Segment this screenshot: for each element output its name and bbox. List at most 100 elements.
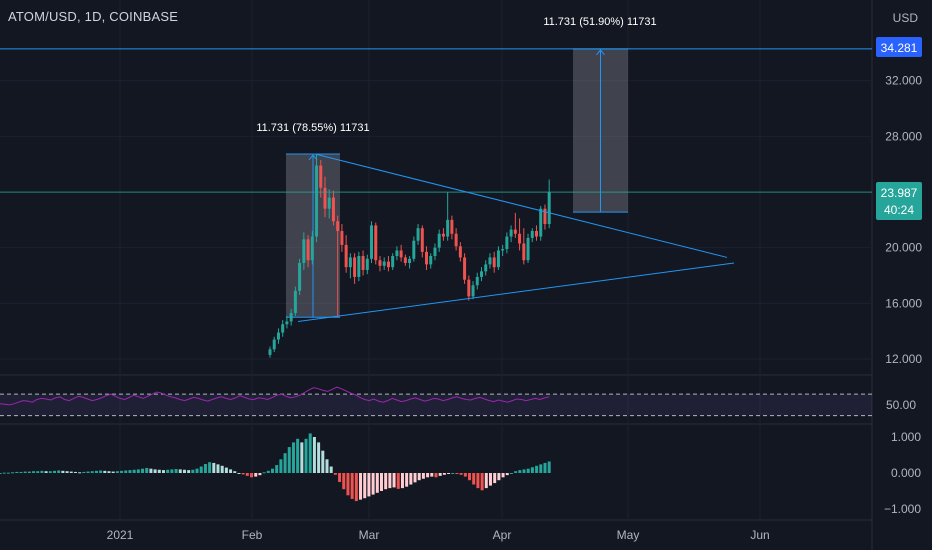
- price-tick-label: 12.000: [885, 352, 922, 366]
- histogram-bar: [459, 473, 463, 475]
- candle-body: [281, 324, 285, 333]
- candle-body: [450, 219, 454, 234]
- candle-body: [429, 256, 433, 265]
- histogram-bar: [296, 438, 300, 473]
- histogram-bar: [78, 472, 82, 474]
- candle-body: [403, 257, 407, 263]
- histogram-bar: [52, 470, 56, 473]
- histogram-bar: [191, 469, 195, 473]
- histogram-bar: [354, 473, 358, 502]
- candle-body: [285, 321, 289, 325]
- histogram-bar: [396, 473, 400, 489]
- histogram-bar: [509, 473, 513, 474]
- histogram-bar: [216, 464, 220, 473]
- candle-body: [348, 257, 352, 268]
- candle-body: [513, 229, 517, 234]
- time-tick-label: May: [617, 528, 640, 542]
- measure-right-label: 11.731 (51.90%) 11731: [543, 16, 656, 28]
- candle-body: [298, 262, 302, 291]
- histogram-bar: [421, 473, 425, 479]
- candle-body: [361, 256, 365, 270]
- histogram-bar: [254, 473, 258, 477]
- candle-body: [501, 249, 505, 251]
- histogram-bar: [178, 469, 182, 473]
- countdown-label: 40:24: [884, 203, 914, 217]
- histogram-bar: [304, 438, 308, 473]
- candle-body: [496, 250, 500, 268]
- histogram-bar: [451, 473, 455, 474]
- histogram-bar: [182, 469, 186, 473]
- axes: 12.00016.00020.00024.00028.00032.0002021…: [107, 74, 923, 542]
- histogram-bar: [300, 442, 304, 473]
- triangle-upper-line: [314, 153, 728, 258]
- histogram-bar: [497, 473, 501, 481]
- histogram-bar: [174, 469, 178, 473]
- candle-body: [475, 276, 479, 286]
- histogram-tick-label: 1.000: [891, 430, 921, 444]
- histogram-bar: [199, 466, 203, 473]
- histogram-bar: [392, 473, 396, 488]
- candle-body: [522, 243, 526, 261]
- candle-body: [458, 246, 462, 258]
- histogram-bar: [308, 433, 312, 473]
- histogram-bar: [23, 471, 27, 473]
- histogram-bar: [321, 450, 325, 473]
- candle-body: [530, 230, 534, 238]
- target-price-badge: [876, 37, 922, 57]
- histogram-bar: [65, 471, 69, 473]
- histogram-bar: [312, 437, 316, 473]
- histogram-bar: [237, 473, 241, 474]
- histogram-bar: [275, 465, 279, 473]
- histogram-bar: [90, 471, 94, 473]
- histogram-bar: [283, 453, 287, 473]
- candle-body: [310, 236, 314, 261]
- histogram-bar: [317, 442, 321, 473]
- histogram-bar: [220, 465, 224, 473]
- histogram-bar: [447, 473, 451, 474]
- histogram-bar: [161, 470, 165, 473]
- last-price-badge: [876, 182, 922, 220]
- histogram-bar: [350, 473, 354, 499]
- histogram-bar: [505, 473, 509, 476]
- histogram-bar: [48, 471, 52, 473]
- candle-body: [505, 236, 509, 250]
- histogram-bar: [229, 469, 233, 473]
- histogram-bar: [476, 473, 480, 489]
- candle-body: [306, 239, 310, 261]
- histogram-bar: [57, 470, 61, 473]
- candle-body: [289, 313, 293, 322]
- histogram-bar: [434, 473, 438, 478]
- histogram-bar: [15, 471, 19, 473]
- histogram-bar: [250, 473, 254, 478]
- histogram-bar: [36, 471, 40, 473]
- histogram-bar: [530, 467, 534, 473]
- histogram-bar: [107, 471, 111, 473]
- histogram-bar: [2, 472, 6, 474]
- histogram-bar: [333, 473, 337, 475]
- rsi-tick-label: 50.00: [886, 398, 916, 412]
- candle-body: [543, 208, 547, 225]
- candle-body: [391, 256, 395, 268]
- histogram-bar: [0, 473, 2, 474]
- histogram-bar: [379, 473, 383, 491]
- histogram-bar: [291, 442, 295, 473]
- histogram-bar: [442, 473, 446, 475]
- histogram-bar: [543, 462, 547, 473]
- histogram-bar: [371, 473, 375, 495]
- histogram-bar: [270, 468, 274, 473]
- histogram-bar: [472, 473, 476, 485]
- histogram-bar: [11, 472, 15, 474]
- histogram-bar: [363, 473, 367, 499]
- histogram-bar: [245, 473, 249, 476]
- histogram-bar: [359, 473, 363, 500]
- histogram-bar: [342, 473, 346, 490]
- histogram-bar: [170, 469, 174, 473]
- histogram-bar: [166, 469, 170, 473]
- histogram-bar: [438, 473, 442, 476]
- candle-body: [518, 233, 522, 244]
- candle-body: [454, 233, 458, 247]
- histogram-bar: [468, 473, 472, 481]
- histogram-bar: [233, 471, 237, 473]
- target-price-label: 34.281: [881, 41, 918, 55]
